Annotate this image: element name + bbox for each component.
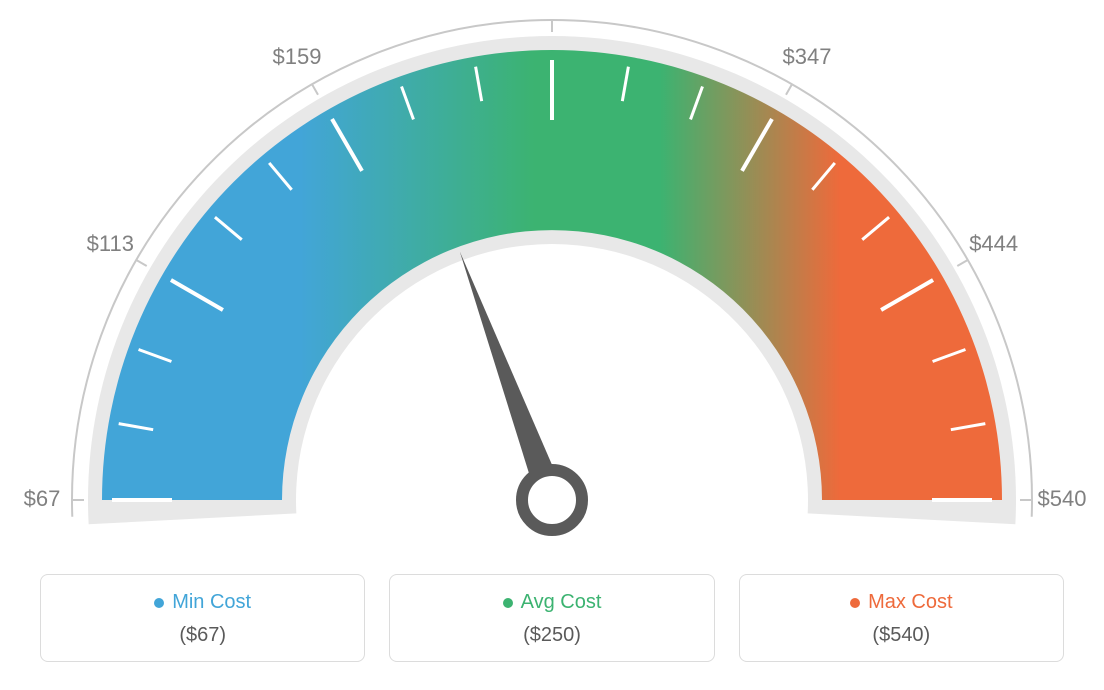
- legend-min: Min Cost ($67): [40, 574, 365, 662]
- legend-avg-title: Avg Cost: [503, 591, 602, 614]
- gauge-tick-label: $113: [87, 231, 134, 256]
- outer-arc-tick: [786, 84, 792, 94]
- gauge-tick-label: $250: [528, 0, 577, 1]
- gauge-tick-label: $347: [783, 44, 832, 69]
- outer-arc-tick: [136, 260, 146, 266]
- legend-min-label: Min Cost: [172, 591, 251, 614]
- gauge-tick-label: $444: [969, 231, 1018, 256]
- gauge-svg: $67 $113 $159 $250 $347 $444 $540: [0, 0, 1104, 560]
- legend-max: Max Cost ($540): [739, 574, 1064, 662]
- outer-arc-tick: [957, 260, 967, 266]
- legend-avg: Avg Cost ($250): [389, 574, 714, 662]
- dot-icon: [850, 598, 860, 608]
- dot-icon: [503, 598, 513, 608]
- legend-min-value: ($67): [41, 624, 364, 647]
- legend-avg-value: ($250): [390, 624, 713, 647]
- cost-gauge: $67 $113 $159 $250 $347 $444 $540: [0, 0, 1104, 560]
- outer-arc-tick: [312, 84, 318, 94]
- gauge-tick-label: $540: [1038, 486, 1087, 511]
- legend-avg-label: Avg Cost: [521, 591, 602, 614]
- legend-max-title: Max Cost: [850, 591, 952, 614]
- legend-min-title: Min Cost: [154, 591, 251, 614]
- legend-row: Min Cost ($67) Avg Cost ($250) Max Cost …: [40, 574, 1064, 662]
- legend-max-label: Max Cost: [868, 591, 952, 614]
- dot-icon: [154, 598, 164, 608]
- gauge-tick-label: $67: [24, 486, 61, 511]
- legend-max-value: ($540): [740, 624, 1063, 647]
- gauge-tick-label: $159: [273, 44, 322, 69]
- gauge-hub: [522, 470, 582, 530]
